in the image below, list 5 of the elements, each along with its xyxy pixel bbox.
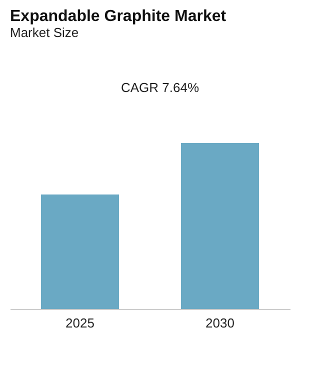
text: CAGR 7.64% [120,80,200,95]
chart-subtitle: Market Size [10,25,79,40]
x-tick-label: 2025 [66,316,94,330]
x-tick-label: 2030 [206,316,234,330]
chart-title: Expandable Graphite Market [10,8,227,25]
